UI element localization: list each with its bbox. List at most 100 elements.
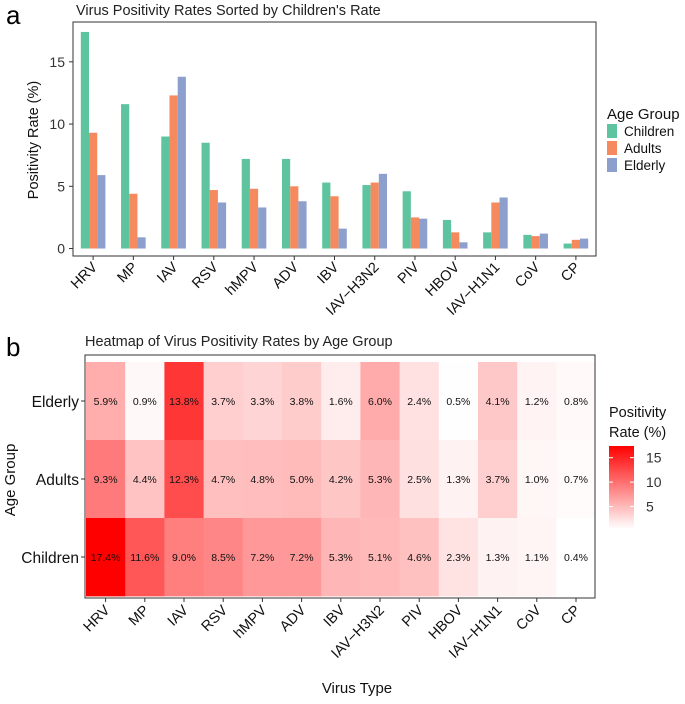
heatmap-cell [517,362,557,441]
heatmap-cell-label: 5.1% [368,552,392,564]
bar-legend: Age Group Children Adults Elderly [607,106,680,173]
heatmap-cell-label: 9.0% [172,552,196,564]
colorbar-ticks: 5 10 15 [609,450,662,515]
heatmap-cell-label: 6.0% [368,396,392,408]
bar-children [281,158,291,249]
heatmap-cell [478,362,518,441]
panel-a: a Virus Positivity Rates Sorted by Child… [6,0,680,319]
heatmap-cell [125,518,165,597]
heatmap-cell [164,440,204,519]
heatmap-cell-label: 5.9% [94,396,118,408]
heatmap-cell [282,440,322,519]
bar-elderly [217,202,227,249]
legend-title: Age Group [607,106,680,123]
bar-chart-title: Virus Positivity Rates Sorted by Childre… [76,3,381,19]
heatmap-cell-label: 2.3% [446,552,470,564]
bar-children [201,142,210,249]
heatmap-cell-label: 0.8% [564,396,588,408]
heatmap-y-tick-labels: Elderly Adults Children [21,394,85,567]
bar-elderly [258,207,267,249]
heatmap-cell [399,362,440,441]
bar-children [80,31,90,249]
heatmap-cell-label: 3.3% [250,396,274,408]
heatmap-cell [321,440,361,519]
bar-y-axis-label: Positivity Rate (%) [26,81,42,199]
bar-children [483,232,492,249]
legend-label-elderly: Elderly [624,158,666,173]
heatmap-cell [164,362,204,441]
heatmap-cell [203,518,244,597]
heatmap-cell [517,518,557,597]
heatmap-cell-label: 0.9% [133,396,157,408]
bar-elderly [338,228,347,249]
colorbar-title-line2: Rate (%) [609,425,666,441]
bar-children [241,158,250,249]
heatmap-x-tick-label: IAV [165,602,192,629]
heatmap-cells: 5.9% 0.9% 13.8% 3.7% 3.3% 3.8% 1.6% 6.0% 2.4% 0.5… [86,362,596,597]
heatmap-cell-label: 0.5% [446,396,470,408]
heatmap-cell-label: 8.5% [211,552,235,564]
bar-elderly [378,173,388,249]
heatmap-frame [84,354,596,599]
heatmap-cell [321,362,361,441]
heatmap-y-tick-label: Children [21,550,79,567]
heatmap-cell-label: 1.6% [329,396,353,408]
heatmap-cell-label: 5.0% [290,474,314,486]
heatmap-cell-label: 1.0% [525,474,549,486]
bar-children [161,136,170,249]
bar-children [121,104,130,249]
heatmap-cell [517,440,557,519]
heatmap-x-tick-label: hMPV [231,602,270,641]
heatmap-cell-label: 2.5% [407,474,431,486]
heatmap-cell [86,362,126,441]
x-tick-label: MP [114,260,141,287]
heatmap-cell [282,518,322,597]
bar-adults [249,188,259,249]
heatmap-cell [438,362,479,441]
x-tick-label: IBV [314,259,342,287]
heatmap-cell-label: 4.6% [407,552,431,564]
y-tick-label: 10 [49,116,65,132]
bar-adults [169,95,178,249]
x-tick-label: RSV [189,259,222,292]
heatmap-cell-label: 7.2% [290,552,314,564]
colorbar-gradient [609,446,634,529]
y-tick-label: 15 [49,54,65,70]
heatmap-cell [360,518,400,597]
legend-label-children: Children [624,124,674,139]
bar-elderly [459,242,468,249]
panel-b-label: b [6,332,20,362]
legend-swatch-adults [607,141,617,155]
heatmap-cell [478,440,518,519]
panel-b: b Heatmap of Virus Positivity Rates by A… [2,332,667,697]
heatmap-x-tick-label: IBV [321,602,349,630]
bar-children [523,234,532,249]
bar-elderly [419,218,428,249]
heatmap-cell-label: 9.3% [94,474,118,486]
heatmap-cell-label: 11.6% [130,552,159,564]
bar-elderly [298,201,307,249]
bar-adults [370,182,379,249]
bar-adults [571,239,580,249]
heatmap-x-tick-label: PIV [399,602,427,630]
bar-elderly [579,238,589,249]
heatmap-cell-label: 1.1% [525,552,549,564]
heatmap-x-tick-label: CoV [513,602,544,633]
heatmap-x-tick-label: RSV [199,602,232,635]
heatmap-cell [556,518,596,597]
heatmap-cell-label: 4.8% [250,474,274,486]
heatmap-cell [360,440,400,519]
heatmap-cell [282,362,322,441]
heatmap-cell [242,518,283,597]
heatmap-cell-label: 0.4% [564,552,588,564]
x-tick-label: IAV [154,259,181,286]
heatmap-cell-label: 4.4% [133,474,157,486]
bar-children [442,219,452,249]
bar-children [563,243,572,249]
heatmap-y-axis-label: Age Group [2,444,19,517]
heatmap-cell [242,440,283,519]
panel-a-label: a [6,0,21,30]
x-tick-label: PIV [395,259,423,287]
